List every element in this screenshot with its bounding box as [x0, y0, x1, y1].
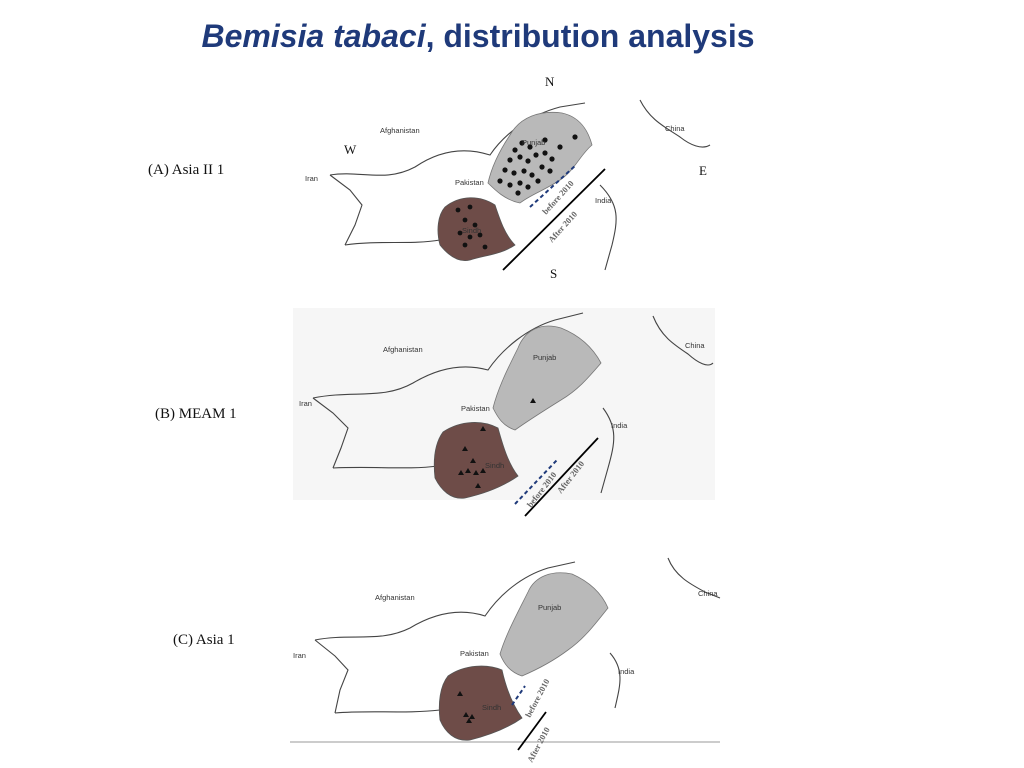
- place-india-c: India: [618, 667, 635, 676]
- place-china-a: China: [665, 124, 685, 133]
- place-punjab-b: Punjab: [533, 353, 556, 362]
- place-afghanistan-b: Afghanistan: [383, 345, 423, 354]
- panel-a-label: (A) Asia II 1: [148, 162, 225, 178]
- panel-c-label: (C) Asia 1: [173, 632, 235, 648]
- place-pakistan-c: Pakistan: [460, 649, 489, 658]
- map-panel-b: Afghanistan China Iran Pakistan India Pu…: [293, 308, 715, 517]
- title-rest: , distribution analysis: [425, 18, 755, 54]
- map-panel-a: Afghanistan China Iran Pakistan India Pu…: [305, 99, 711, 271]
- compass-west: W: [344, 142, 357, 157]
- before-2010-line-c: [511, 685, 526, 706]
- place-china-c: China: [698, 589, 718, 598]
- place-afghanistan-a: Afghanistan: [380, 126, 420, 135]
- species-name: Bemisia tabaci: [201, 18, 426, 54]
- place-sindh-b: Sindh: [485, 461, 504, 470]
- place-punjab-c: Punjab: [538, 603, 561, 612]
- place-iran-b: Iran: [299, 399, 312, 408]
- place-punjab-a: Punjab: [522, 138, 545, 147]
- after-2010-line-b: [524, 437, 599, 517]
- place-sindh-a: Sindh: [462, 226, 481, 235]
- place-iran-c: Iran: [293, 651, 306, 660]
- compass-east: E: [699, 163, 707, 178]
- place-afghanistan-c: Afghanistan: [375, 593, 415, 602]
- place-india-b: India: [611, 421, 628, 430]
- before-2010-line-b: [514, 459, 558, 505]
- panel-b-label: (B) MEAM 1: [155, 406, 237, 422]
- before-2010-line-a: [529, 164, 577, 208]
- after-2010-line-a: [502, 168, 606, 271]
- compass-south: S: [550, 266, 558, 281]
- page-title: Bemisia tabaci, distribution analysis: [0, 18, 956, 55]
- place-sindh-c: Sindh: [482, 703, 501, 712]
- place-pakistan-a: Pakistan: [455, 178, 484, 187]
- after-2010-label-a: After 2010: [546, 209, 579, 244]
- after-2010-label-c: After 2010: [525, 725, 552, 764]
- map-panel-c: Afghanistan China Iran Pakistan India Pu…: [290, 557, 721, 764]
- compass-north: N: [545, 74, 555, 89]
- place-iran-a: Iran: [305, 174, 318, 183]
- place-india-a: India: [595, 196, 612, 205]
- before-2010-label-c: before 2010: [523, 677, 552, 719]
- after-2010-line-c: [517, 711, 547, 751]
- place-pakistan-b: Pakistan: [461, 404, 490, 413]
- place-china-b: China: [685, 341, 705, 350]
